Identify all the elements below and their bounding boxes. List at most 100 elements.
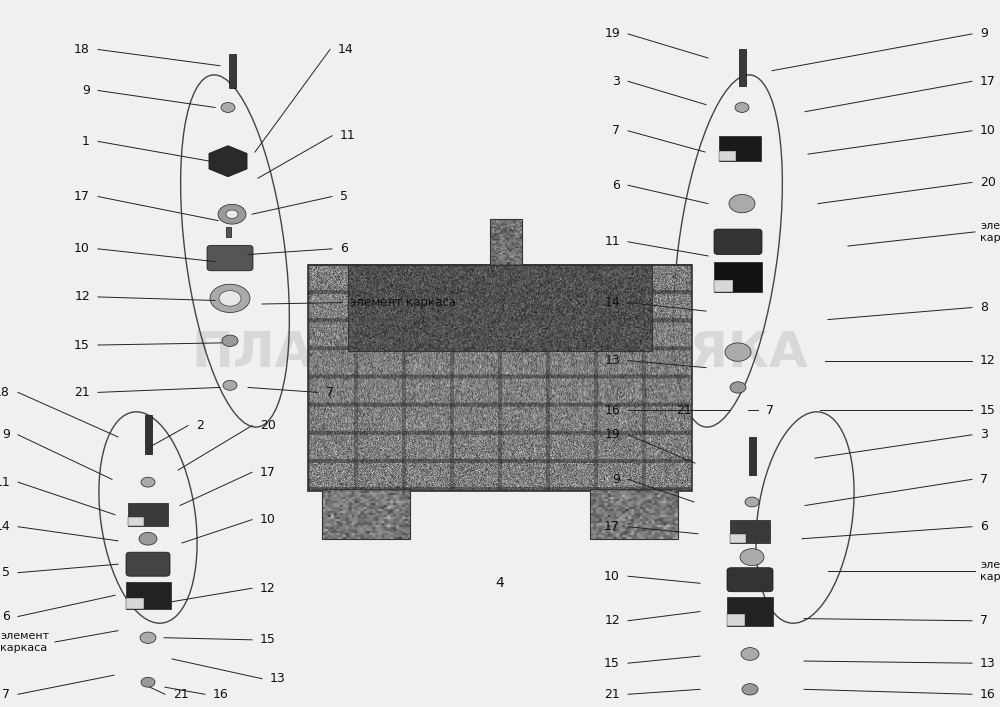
Text: 10: 10 [260, 513, 276, 526]
Circle shape [735, 103, 749, 112]
Text: 6: 6 [980, 520, 988, 533]
Text: 14: 14 [604, 296, 620, 309]
FancyBboxPatch shape [727, 568, 773, 592]
Text: 10: 10 [74, 243, 90, 255]
Text: 15: 15 [74, 339, 90, 351]
Text: 10: 10 [980, 124, 996, 137]
Text: 6: 6 [340, 243, 348, 255]
Text: 9: 9 [980, 28, 988, 40]
Bar [727, 597, 773, 626]
Bar [226, 227, 230, 237]
Text: 7: 7 [980, 473, 988, 486]
Bar [128, 517, 144, 526]
FancyBboxPatch shape [714, 229, 762, 255]
Text: 17: 17 [604, 520, 620, 533]
Text: 9: 9 [2, 428, 10, 441]
Bar [719, 136, 761, 160]
Bar [738, 49, 746, 86]
Circle shape [741, 648, 759, 660]
Bar [730, 520, 770, 543]
Circle shape [725, 343, 751, 361]
Text: 6: 6 [612, 179, 620, 192]
Circle shape [140, 632, 156, 643]
Circle shape [139, 532, 157, 545]
Text: 11: 11 [340, 129, 356, 142]
Text: 5: 5 [340, 190, 348, 203]
Bar [490, 219, 522, 265]
Text: 18: 18 [0, 386, 10, 399]
Circle shape [221, 103, 235, 112]
Text: 13: 13 [980, 657, 996, 670]
Bar [144, 416, 152, 455]
Text: 11: 11 [604, 235, 620, 248]
FancyBboxPatch shape [207, 245, 253, 271]
Bar [308, 265, 692, 491]
Text: 13: 13 [604, 354, 620, 367]
Bar [322, 489, 410, 539]
FancyBboxPatch shape [126, 552, 170, 576]
Text: ПЛАНЕТА-ЖЕЛЕЗЯКА: ПЛАНЕТА-ЖЕЛЕЗЯКА [192, 329, 808, 378]
Text: 19: 19 [604, 28, 620, 40]
Text: 12: 12 [604, 614, 620, 627]
Bar [714, 262, 762, 292]
Text: элемент
каркаса: элемент каркаса [0, 631, 49, 653]
Circle shape [141, 477, 155, 487]
Text: элемент каркаса: элемент каркаса [350, 296, 456, 309]
Circle shape [223, 380, 237, 390]
Text: 12: 12 [260, 582, 276, 595]
Circle shape [742, 684, 758, 695]
Text: 16: 16 [213, 688, 229, 701]
Text: 15: 15 [980, 404, 996, 416]
Text: 7: 7 [326, 386, 334, 399]
Text: 19: 19 [604, 428, 620, 441]
Circle shape [745, 497, 759, 507]
Text: 7: 7 [612, 124, 620, 137]
Text: 17: 17 [74, 190, 90, 203]
Text: 8: 8 [980, 301, 988, 314]
Text: 21: 21 [604, 688, 620, 701]
Text: 17: 17 [980, 75, 996, 88]
Text: 18: 18 [74, 43, 90, 56]
Text: 9: 9 [82, 84, 90, 97]
Text: 7: 7 [766, 404, 774, 416]
Text: 9: 9 [612, 473, 620, 486]
Bar [126, 582, 170, 609]
Circle shape [729, 194, 755, 213]
Circle shape [730, 382, 746, 393]
Bar [590, 489, 678, 539]
Text: 7: 7 [980, 614, 988, 627]
Text: 16: 16 [604, 404, 620, 416]
Text: 1: 1 [82, 135, 90, 148]
Text: 21: 21 [173, 688, 189, 701]
Bar [727, 614, 745, 626]
Bar [730, 534, 746, 543]
Text: 14: 14 [338, 43, 354, 56]
Text: 17: 17 [260, 466, 276, 479]
Circle shape [218, 204, 246, 224]
Text: 10: 10 [604, 570, 620, 583]
Circle shape [740, 549, 764, 566]
Polygon shape [209, 146, 247, 177]
Text: 2: 2 [196, 419, 204, 432]
Text: 6: 6 [2, 610, 10, 623]
Bar [719, 151, 736, 160]
Circle shape [226, 210, 238, 218]
Bar [128, 503, 168, 526]
Text: 4: 4 [496, 576, 504, 590]
Text: 3: 3 [980, 428, 988, 441]
Bar [714, 280, 733, 292]
Text: 15: 15 [260, 633, 276, 646]
Circle shape [210, 284, 250, 312]
Circle shape [222, 335, 238, 346]
Bar [348, 265, 652, 351]
Text: 15: 15 [604, 657, 620, 670]
Text: 3: 3 [612, 75, 620, 88]
Bar [228, 54, 236, 88]
Bar [748, 437, 756, 476]
Bar [126, 598, 144, 609]
Text: 12: 12 [980, 354, 996, 367]
Circle shape [141, 677, 155, 687]
Text: элемент
каркаса: элемент каркаса [980, 221, 1000, 243]
Text: 7: 7 [2, 688, 10, 701]
Text: 21: 21 [74, 386, 90, 399]
